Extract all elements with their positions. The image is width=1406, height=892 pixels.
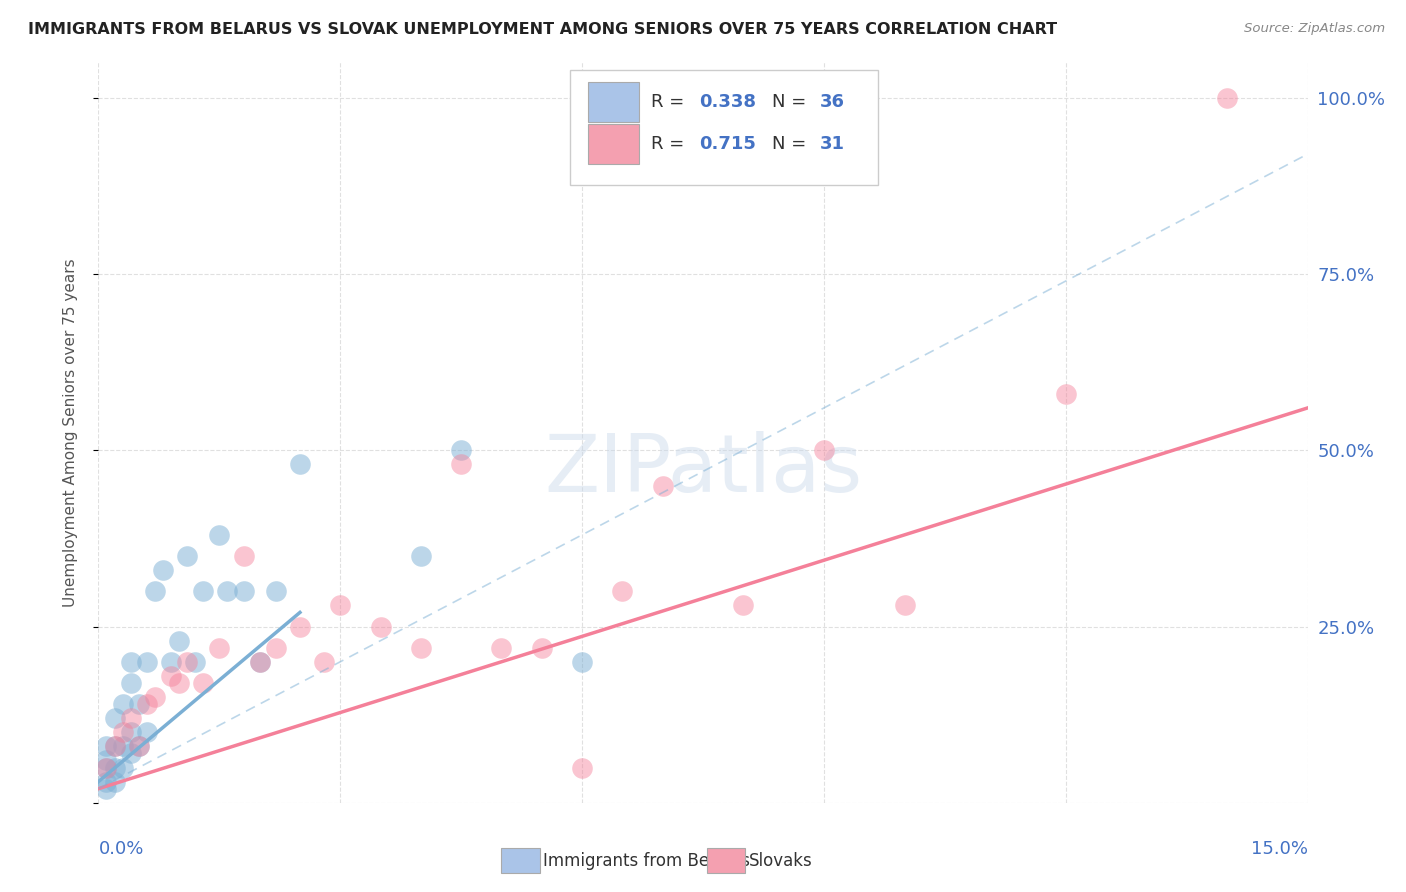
Point <box>160 655 183 669</box>
Point <box>409 640 432 655</box>
Text: R =: R = <box>651 93 690 111</box>
Text: 31: 31 <box>820 135 845 153</box>
Text: IMMIGRANTS FROM BELARUS VS SLOVAK UNEMPLOYMENT AMONG SENIORS OVER 75 YEARS CORRE: IMMIGRANTS FROM BELARUS VS SLOVAK UNEMPL… <box>28 22 1057 37</box>
Point <box>103 739 125 754</box>
Point <box>152 563 174 577</box>
Text: N =: N = <box>772 135 811 153</box>
Point <box>120 655 142 669</box>
Point <box>167 676 190 690</box>
Point <box>208 640 231 655</box>
Point <box>232 549 254 563</box>
Point <box>1054 387 1077 401</box>
Point <box>571 760 593 774</box>
Text: N =: N = <box>772 93 811 111</box>
Text: R =: R = <box>651 135 690 153</box>
Point <box>143 584 166 599</box>
Point <box>128 739 150 754</box>
Point <box>120 725 142 739</box>
Point <box>96 781 118 796</box>
Point <box>176 655 198 669</box>
Point <box>409 549 432 563</box>
Point <box>111 760 134 774</box>
Point <box>571 655 593 669</box>
Point <box>264 640 287 655</box>
Point <box>128 697 150 711</box>
FancyBboxPatch shape <box>707 848 745 873</box>
Point <box>288 619 311 633</box>
Point <box>1216 91 1239 105</box>
Point <box>370 619 392 633</box>
Point <box>111 739 134 754</box>
Text: ZIPatlas: ZIPatlas <box>544 431 862 508</box>
Point <box>450 443 472 458</box>
Text: 36: 36 <box>820 93 845 111</box>
Point <box>530 640 553 655</box>
Text: 15.0%: 15.0% <box>1250 840 1308 858</box>
FancyBboxPatch shape <box>588 124 638 164</box>
Point <box>120 747 142 761</box>
Text: Immigrants from Belarus: Immigrants from Belarus <box>543 852 751 870</box>
Point <box>249 655 271 669</box>
Point <box>813 443 835 458</box>
Point <box>249 655 271 669</box>
Point <box>264 584 287 599</box>
Point <box>651 478 673 492</box>
Point <box>96 760 118 774</box>
Text: 0.338: 0.338 <box>699 93 756 111</box>
Point <box>893 599 915 613</box>
Point <box>96 739 118 754</box>
Point <box>612 584 634 599</box>
Point <box>111 697 134 711</box>
Point <box>103 739 125 754</box>
Point <box>193 676 215 690</box>
Point <box>314 655 336 669</box>
Point <box>103 760 125 774</box>
Point <box>176 549 198 563</box>
Point <box>193 584 215 599</box>
Point <box>103 711 125 725</box>
Point <box>184 655 207 669</box>
Point <box>103 774 125 789</box>
Point <box>135 697 157 711</box>
Point <box>208 528 231 542</box>
Point <box>491 640 513 655</box>
Point <box>232 584 254 599</box>
Point <box>167 633 190 648</box>
Point <box>288 458 311 472</box>
Point <box>329 599 352 613</box>
Point <box>135 725 157 739</box>
Point <box>96 774 118 789</box>
Text: 0.715: 0.715 <box>699 135 756 153</box>
FancyBboxPatch shape <box>501 848 540 873</box>
Point <box>120 676 142 690</box>
Point <box>160 669 183 683</box>
Point <box>128 739 150 754</box>
Point <box>96 754 118 768</box>
Point <box>450 458 472 472</box>
Point <box>217 584 239 599</box>
Point <box>111 725 134 739</box>
Text: Slovaks: Slovaks <box>749 852 813 870</box>
Point <box>96 760 118 774</box>
Point <box>135 655 157 669</box>
FancyBboxPatch shape <box>588 82 638 121</box>
Point <box>733 599 755 613</box>
Point <box>120 711 142 725</box>
Y-axis label: Unemployment Among Seniors over 75 years: Unemployment Among Seniors over 75 years <box>63 259 77 607</box>
Text: 0.0%: 0.0% <box>98 840 143 858</box>
Text: Source: ZipAtlas.com: Source: ZipAtlas.com <box>1244 22 1385 36</box>
Point <box>143 690 166 704</box>
FancyBboxPatch shape <box>569 70 879 185</box>
